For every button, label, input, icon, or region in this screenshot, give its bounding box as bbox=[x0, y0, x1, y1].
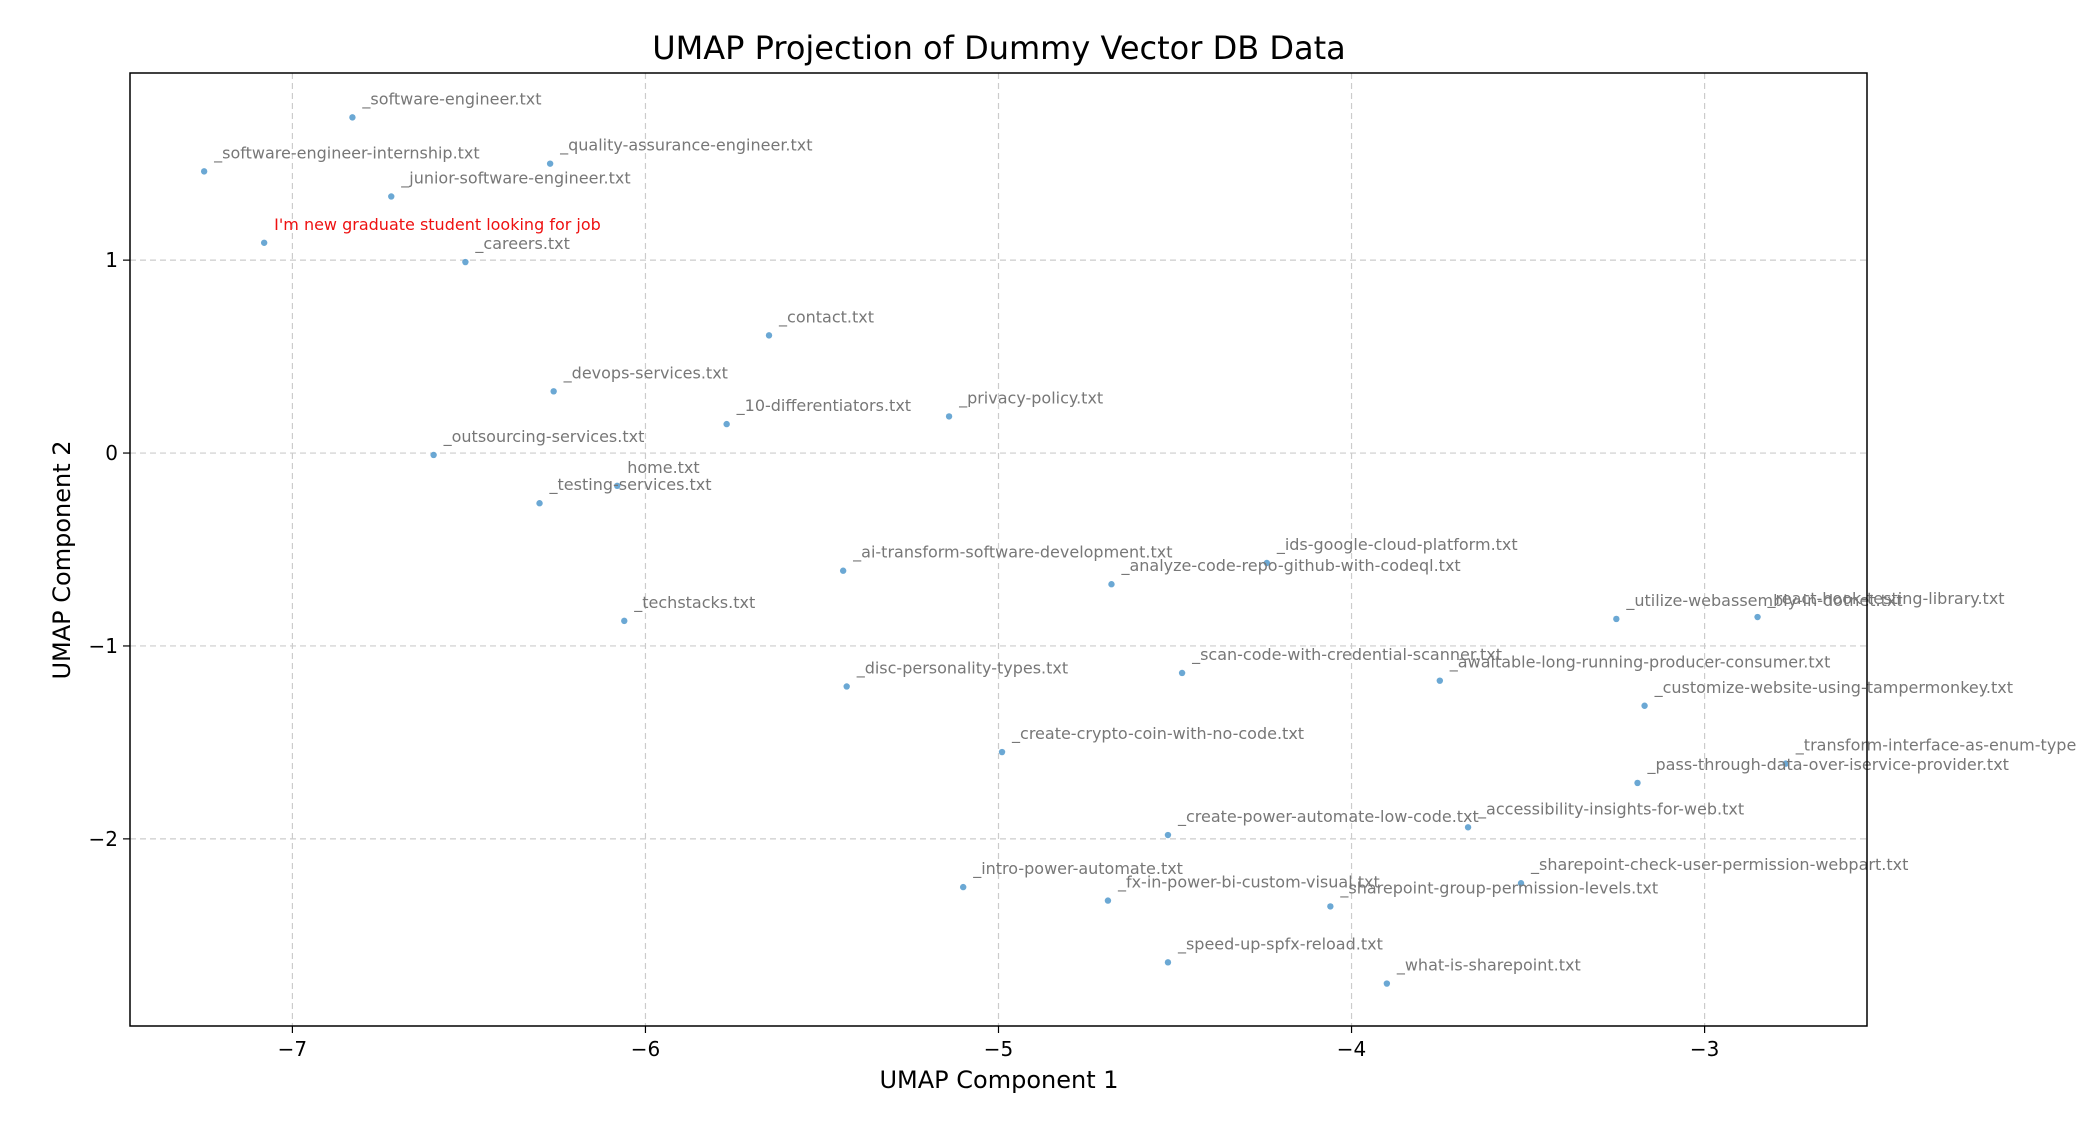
point-label: _intro-power-automate.txt bbox=[972, 859, 1183, 879]
point-label: _outsourcing-services.txt bbox=[443, 427, 645, 447]
data-point bbox=[1754, 613, 1761, 621]
point-label: _utilize-webassembly-in-dotnet.txt bbox=[1625, 591, 1902, 611]
y-axis-ticks: −2 −1 0 1 bbox=[89, 248, 130, 851]
y-tick-label: 1 bbox=[105, 248, 118, 272]
data-point bbox=[998, 748, 1006, 756]
data-point bbox=[1634, 779, 1641, 787]
point-label: _what-is-sharepoint.txt bbox=[1396, 956, 1581, 976]
point-label: _junior-software-engineer.txt bbox=[400, 168, 630, 188]
x-axis-label: UMAP Component 1 bbox=[879, 1066, 1118, 1094]
y-tick-label: −2 bbox=[89, 827, 118, 851]
point-label: _transform-interface-as-enum-type bbox=[1795, 736, 2076, 756]
data-point bbox=[200, 168, 208, 175]
data-point bbox=[1464, 824, 1472, 831]
data-point bbox=[349, 114, 356, 121]
data-point bbox=[430, 451, 437, 459]
x-tick-label: −7 bbox=[278, 1037, 307, 1061]
point-label: _software-engineer.txt bbox=[361, 89, 541, 109]
data-point bbox=[1436, 677, 1444, 684]
x-axis-ticks: −7 −6 −5 −4 −3 bbox=[278, 1026, 1719, 1061]
data-point bbox=[945, 413, 953, 420]
point-label: _privacy-policy.txt bbox=[958, 388, 1103, 408]
data-point bbox=[388, 193, 395, 200]
point-label: _sharepoint-group-permission-levels.txt bbox=[1339, 878, 1658, 898]
point-label: _ids-google-cloud-platform.txt bbox=[1276, 535, 1518, 555]
point-label: _techstacks.txt bbox=[633, 593, 755, 613]
data-point bbox=[1641, 702, 1648, 709]
data-point bbox=[1178, 669, 1186, 677]
point-label: _10-differentiators.txt bbox=[736, 396, 911, 416]
point-label: _customize-website-using-tampermonkey.tx… bbox=[1654, 678, 2013, 698]
data-point bbox=[843, 683, 850, 690]
point-label: _sharepoint-check-user-permission-webpar… bbox=[1530, 855, 1908, 875]
point-label: _devops-services.txt bbox=[563, 363, 728, 383]
point-label: _careers.txt bbox=[474, 234, 570, 254]
gridlines bbox=[130, 73, 1867, 1026]
data-point bbox=[1164, 831, 1172, 839]
point-label: _ai-transform-software-development.txt bbox=[852, 543, 1172, 563]
point-label: _quality-assurance-engineer.txt bbox=[559, 136, 812, 156]
data-point bbox=[1108, 581, 1115, 588]
data-point bbox=[546, 160, 554, 167]
point-label: _disc-personality-types.txt bbox=[856, 658, 1068, 678]
point-label: _pass-through-data-over-iservice-provide… bbox=[1647, 755, 2009, 775]
point-label: _software-engineer-internship.txt bbox=[213, 143, 480, 163]
point-label: _awaitable-long-running-producer-consume… bbox=[1449, 653, 1831, 673]
point-label: _testing-services.txt bbox=[549, 475, 712, 495]
y-tick-label: 0 bbox=[105, 441, 118, 465]
data-point bbox=[550, 388, 557, 395]
data-point bbox=[1383, 980, 1391, 987]
y-axis-label: UMAP Component 2 bbox=[48, 440, 76, 679]
query-point-label: I'm new graduate student looking for job bbox=[274, 215, 601, 234]
data-point bbox=[959, 883, 967, 891]
data-point bbox=[621, 617, 628, 625]
point-label: _create-power-automate-low-code.txt bbox=[1177, 807, 1479, 827]
x-tick-label: −4 bbox=[1337, 1037, 1366, 1061]
data-points bbox=[200, 114, 1789, 987]
data-point bbox=[462, 258, 469, 266]
data-point bbox=[614, 482, 621, 490]
data-point bbox=[765, 332, 773, 339]
point-label: _accessibility-insights-for-web.txt bbox=[1477, 799, 1744, 819]
data-point bbox=[1104, 897, 1112, 904]
data-point bbox=[723, 420, 730, 428]
data-point bbox=[1263, 559, 1271, 567]
data-point bbox=[1327, 903, 1334, 910]
point-label: _fx-in-power-bi-custom-visual.txt bbox=[1117, 873, 1380, 893]
x-tick-label: −5 bbox=[984, 1037, 1013, 1061]
y-tick-label: −1 bbox=[89, 634, 118, 658]
point-labels: _software-engineer.txt _software-engineer… bbox=[213, 89, 2076, 975]
data-point bbox=[1517, 880, 1525, 887]
data-point bbox=[1613, 615, 1620, 623]
x-tick-label: −6 bbox=[631, 1037, 660, 1061]
chart-title: UMAP Projection of Dummy Vector DB Data bbox=[652, 29, 1346, 67]
point-label: _create-crypto-coin-with-no-code.txt bbox=[1011, 724, 1304, 744]
data-point bbox=[1782, 760, 1789, 767]
data-point bbox=[839, 567, 847, 574]
data-point bbox=[260, 239, 268, 246]
point-label: _analyze-code-repo-github-with-codeql.tx… bbox=[1120, 556, 1460, 576]
point-label: home.txt bbox=[627, 458, 699, 477]
data-point bbox=[536, 500, 543, 507]
point-label: _speed-up-spfx-reload.txt bbox=[1177, 934, 1383, 954]
x-tick-label: −3 bbox=[1690, 1037, 1719, 1061]
data-point bbox=[1164, 959, 1172, 966]
point-label: _scan-code-with-credential-scanner.txt bbox=[1191, 645, 1502, 665]
point-label: _react-hook-testing-library.txt bbox=[1767, 589, 2005, 609]
point-label: _contact.txt bbox=[778, 307, 874, 327]
